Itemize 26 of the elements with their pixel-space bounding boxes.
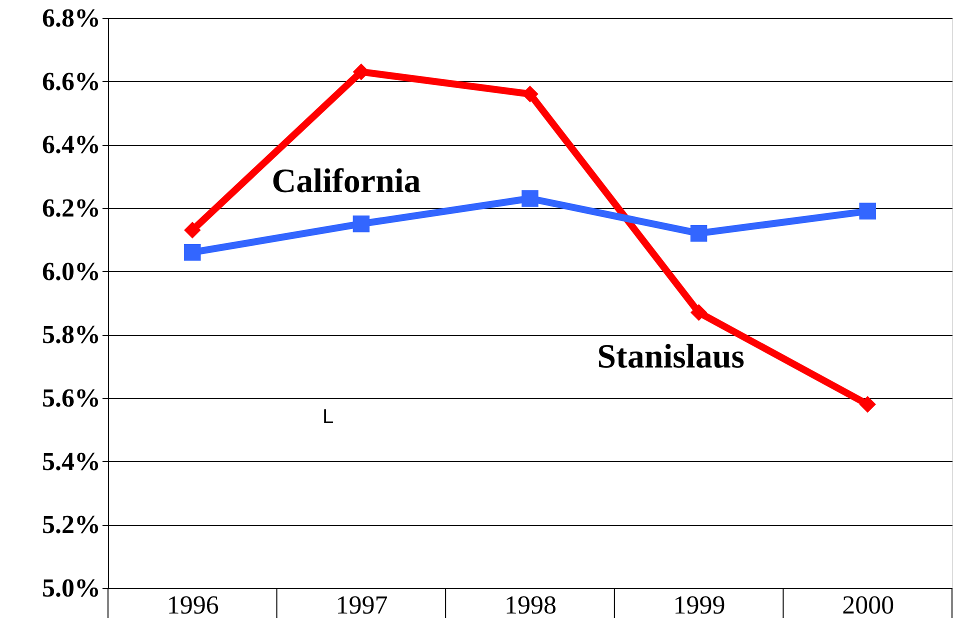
y-tick-label: 5.8%: [42, 320, 100, 350]
point: [184, 222, 201, 239]
x-tick-label: 1996: [166, 590, 219, 620]
x-tick-label: 1997: [336, 590, 388, 620]
y-tick-label: 5.6%: [42, 384, 100, 412]
y-tick-label: 6.6%: [42, 66, 100, 96]
x-tick-label: 2000: [842, 590, 894, 620]
y-tick-label: 6.2%: [42, 194, 100, 222]
x-tick-label: 1998: [504, 590, 556, 620]
point: [859, 202, 876, 220]
x-tick-label: 1999: [673, 590, 726, 620]
point: [690, 304, 708, 321]
y-tick-label: 6.4%: [42, 130, 100, 160]
point: [859, 396, 876, 413]
annotation: L: [322, 406, 334, 428]
y-tick-label: 6.8%: [42, 4, 100, 32]
y-tick-label: 6.0%: [42, 256, 100, 286]
series-label: California: [272, 162, 421, 200]
point: [352, 215, 370, 232]
y-tick-label: 5.0%: [42, 574, 100, 602]
y-tick-label: 5.2%: [42, 510, 100, 540]
series-label: Stanislaus: [597, 338, 745, 376]
y-tick-label: 5.4%: [42, 446, 100, 476]
point: [690, 224, 708, 242]
point: [522, 190, 538, 207]
point: [184, 244, 201, 261]
